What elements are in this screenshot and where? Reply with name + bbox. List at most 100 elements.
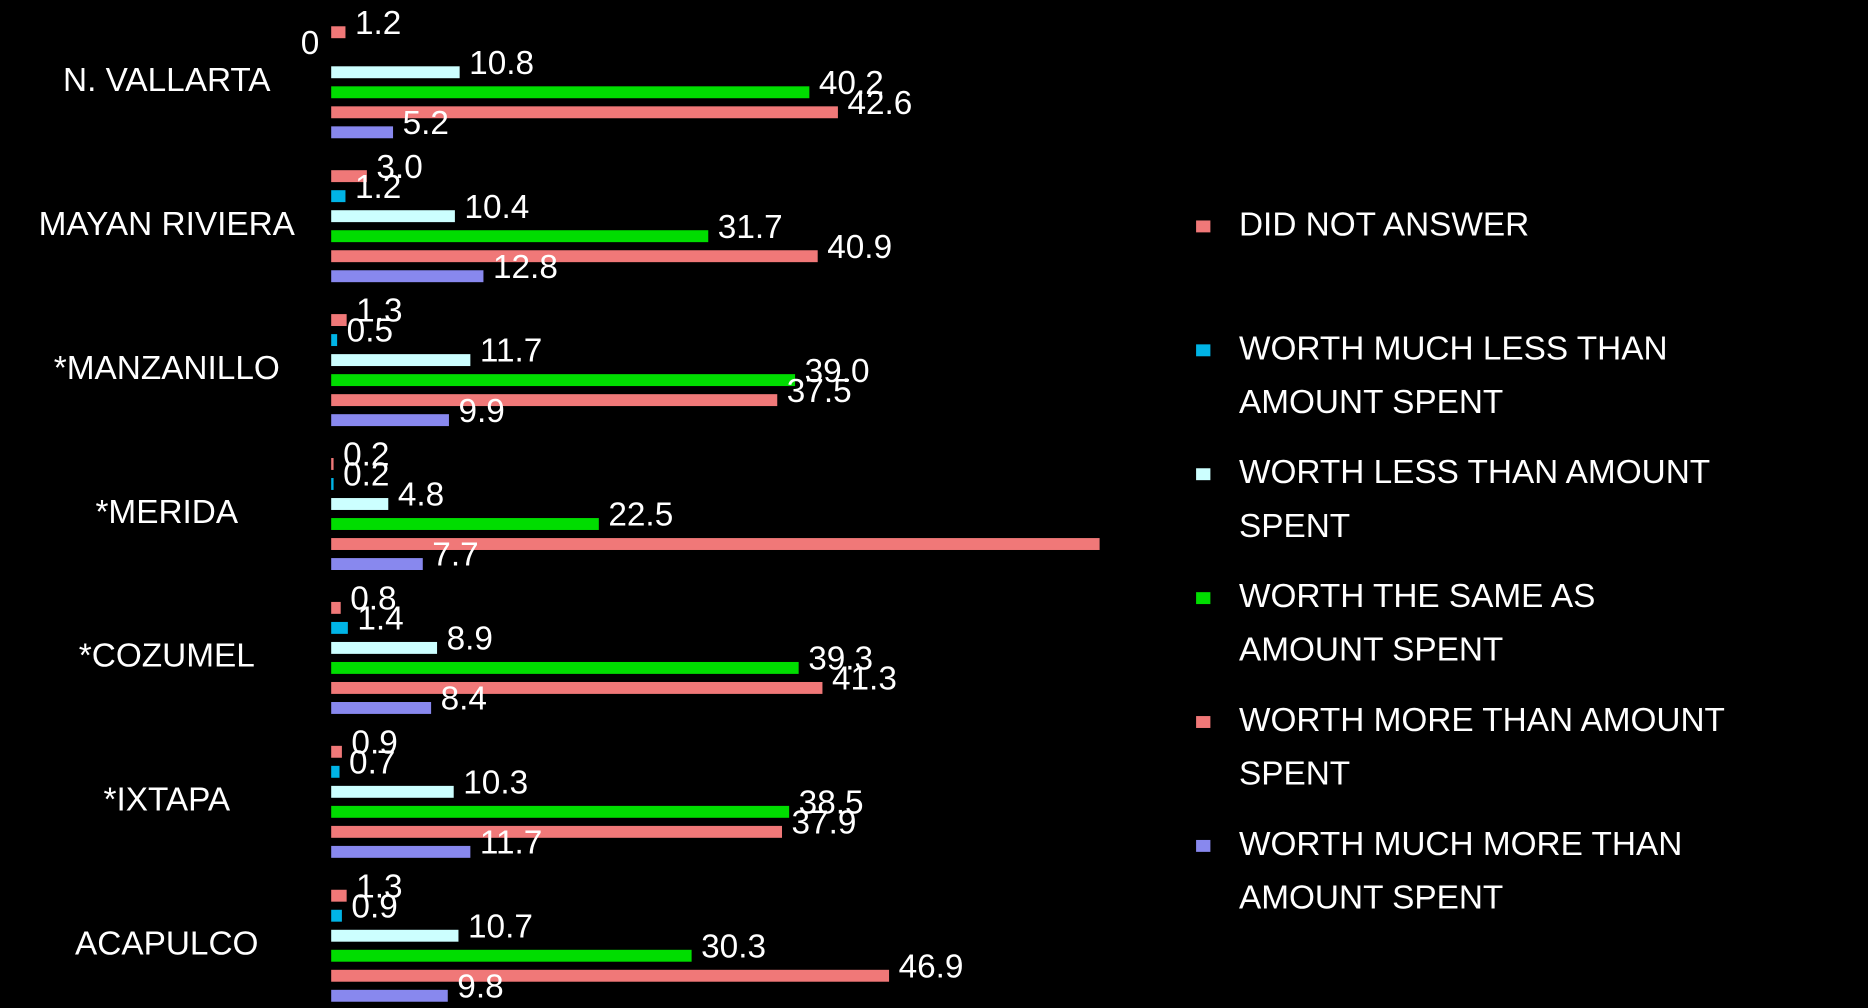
bar bbox=[331, 170, 367, 183]
data-label: 1.3 bbox=[356, 868, 402, 905]
data-label: 31.7 bbox=[718, 209, 783, 246]
category-label: ACAPULCO bbox=[75, 926, 258, 963]
bar bbox=[331, 641, 438, 654]
data-label: 12.8 bbox=[493, 249, 558, 286]
category-label: *COZUMEL bbox=[79, 638, 255, 675]
data-label: 0.5 bbox=[347, 313, 393, 350]
bar bbox=[331, 825, 783, 838]
data-label: 3.0 bbox=[376, 149, 422, 186]
bar bbox=[331, 210, 455, 223]
data-label: 9.8 bbox=[457, 968, 503, 1005]
data-label: 0.2 bbox=[343, 437, 389, 474]
data-label: 39.3 bbox=[808, 641, 873, 678]
data-label: 10.3 bbox=[463, 764, 528, 801]
data-label: 9.9 bbox=[458, 393, 504, 430]
bar bbox=[331, 989, 448, 1002]
category-label: N. VALLARTA bbox=[63, 62, 271, 99]
legend-label: WORTH THE SAME AS AMOUNT SPENT bbox=[1239, 578, 1605, 669]
data-label: 7.7 bbox=[432, 537, 478, 574]
legend-swatch bbox=[1196, 839, 1211, 852]
data-label: 11.7 bbox=[480, 333, 542, 370]
legend-label: WORTH LESS THAN AMOUNT SPENT bbox=[1239, 454, 1719, 545]
legend-swatch bbox=[1196, 468, 1211, 481]
data-label: 11.7 bbox=[480, 825, 542, 862]
data-label: 10.8 bbox=[469, 45, 534, 82]
bar bbox=[331, 765, 340, 778]
data-label: 0.2 bbox=[343, 457, 389, 494]
data-label: 37.5 bbox=[787, 373, 852, 410]
category-label: *MANZANILLO bbox=[54, 350, 280, 387]
data-label: 1.2 bbox=[355, 169, 401, 206]
data-label: 1.3 bbox=[356, 293, 402, 330]
category-label: MAYAN RIVIERA bbox=[39, 206, 296, 243]
bar bbox=[331, 106, 838, 119]
legend-label: WORTH MUCH MORE THAN AMOUNT SPENT bbox=[1239, 826, 1692, 917]
legend-label: DID NOT ANSWER bbox=[1239, 206, 1529, 243]
bar bbox=[331, 538, 1100, 550]
bar bbox=[331, 949, 692, 962]
bar bbox=[331, 250, 818, 263]
legend-swatch bbox=[1196, 220, 1211, 233]
data-label: 0.9 bbox=[351, 724, 397, 761]
bar bbox=[331, 845, 471, 858]
bar bbox=[331, 518, 599, 530]
data-label: 0 bbox=[301, 25, 320, 62]
data-label: 40.9 bbox=[827, 229, 892, 266]
bar bbox=[331, 354, 471, 367]
bar bbox=[331, 601, 341, 614]
bar bbox=[331, 558, 423, 570]
bar bbox=[331, 334, 338, 347]
data-label: 22.5 bbox=[608, 497, 673, 534]
legend-swatch bbox=[1196, 592, 1211, 605]
legend-swatch bbox=[1196, 344, 1211, 357]
data-label: 42.6 bbox=[847, 85, 912, 122]
legend-label: WORTH MUCH LESS THAN AMOUNT SPENT bbox=[1239, 330, 1677, 421]
category-label: *IXTAPA bbox=[103, 782, 230, 819]
bar bbox=[331, 394, 778, 407]
bar bbox=[331, 374, 796, 387]
category-label: *MERIDA bbox=[95, 494, 238, 531]
bar bbox=[331, 270, 484, 283]
bar bbox=[331, 86, 810, 99]
bar bbox=[331, 190, 346, 203]
bar bbox=[331, 26, 346, 39]
bar bbox=[331, 66, 460, 79]
bar bbox=[331, 314, 347, 327]
data-label: 5.2 bbox=[403, 105, 449, 142]
data-label: 10.7 bbox=[468, 908, 533, 945]
data-label: 0.7 bbox=[349, 744, 395, 781]
bar bbox=[331, 621, 348, 634]
data-label: 1.2 bbox=[355, 5, 401, 42]
bar bbox=[331, 701, 432, 714]
bar bbox=[331, 414, 449, 427]
bar bbox=[331, 929, 459, 942]
bar bbox=[331, 478, 334, 490]
data-label: 10.4 bbox=[464, 189, 529, 226]
data-label: 38.5 bbox=[799, 785, 864, 822]
data-label: 40.2 bbox=[819, 65, 884, 102]
bar bbox=[331, 969, 890, 982]
bar bbox=[331, 745, 342, 758]
bar bbox=[331, 909, 342, 922]
bar bbox=[331, 805, 790, 818]
data-label: 41.3 bbox=[832, 661, 897, 698]
bar bbox=[331, 889, 347, 902]
bar bbox=[331, 230, 709, 243]
bar bbox=[331, 498, 389, 510]
bar bbox=[331, 681, 823, 694]
legend-swatch bbox=[1196, 716, 1211, 728]
bar bbox=[331, 126, 394, 139]
data-label: 37.9 bbox=[792, 805, 857, 842]
data-label: 30.3 bbox=[701, 928, 766, 965]
bar bbox=[331, 661, 799, 674]
data-label: 8.4 bbox=[441, 681, 487, 718]
bar bbox=[331, 785, 454, 798]
data-label: 0.8 bbox=[350, 581, 396, 618]
bar bbox=[331, 458, 334, 470]
data-label: 46.9 bbox=[899, 948, 964, 985]
legend-label: WORTH MORE THAN AMOUNT SPENT bbox=[1239, 702, 1734, 793]
data-label: 4.8 bbox=[398, 477, 444, 514]
data-label: 0.9 bbox=[351, 888, 397, 925]
data-label: 1.4 bbox=[357, 601, 403, 638]
